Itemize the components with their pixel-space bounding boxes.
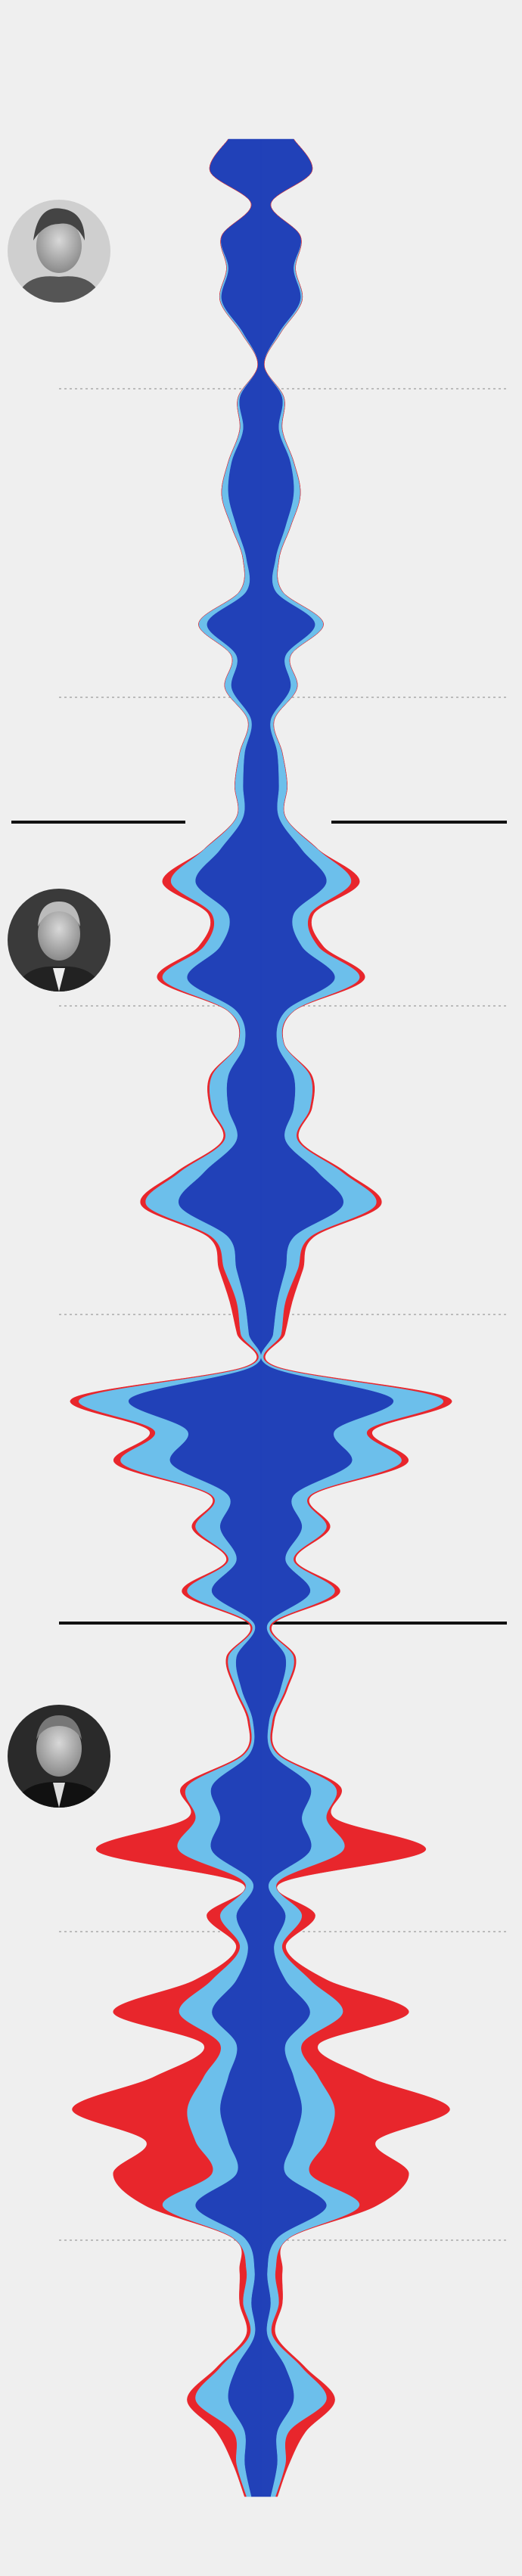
portrait [8,1705,110,1808]
portrait [8,200,110,303]
period-dividers [11,821,507,1625]
portrait [8,889,110,992]
stream [70,138,452,2497]
